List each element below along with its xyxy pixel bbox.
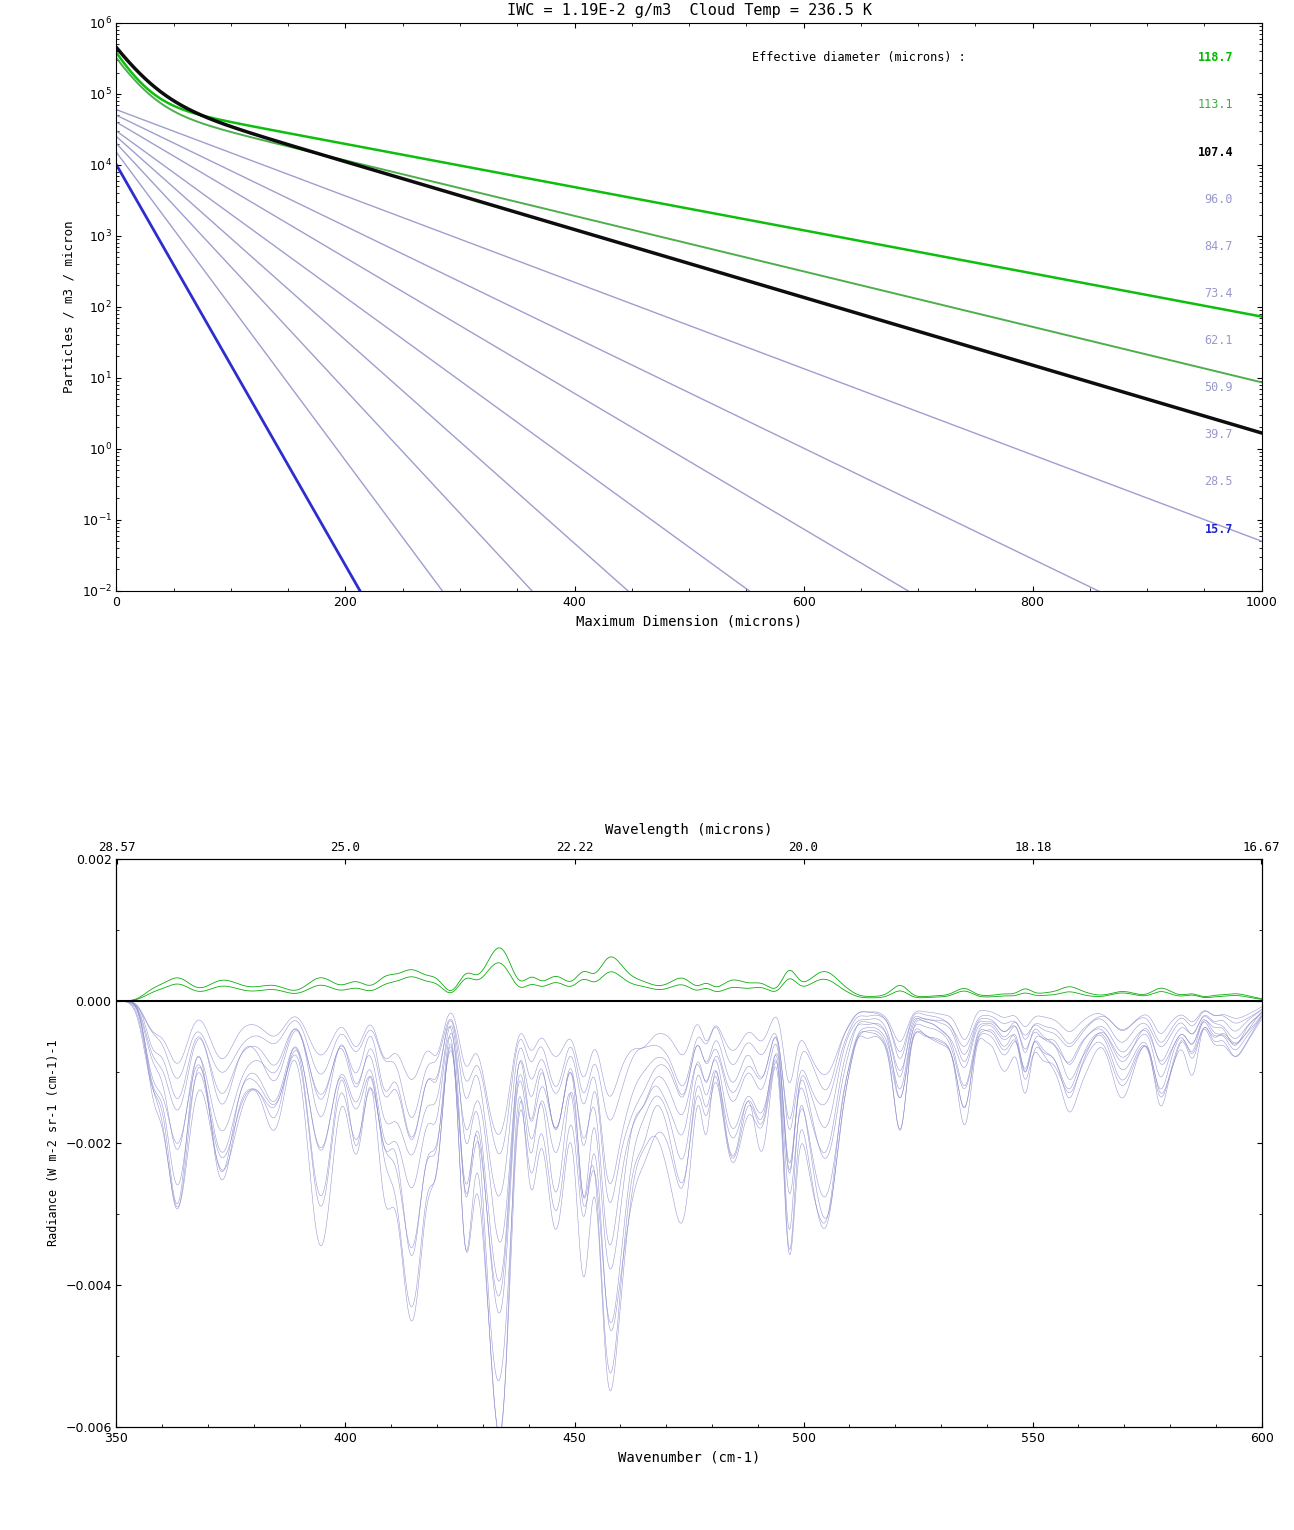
Text: 39.7: 39.7 (1205, 428, 1233, 441)
Text: Difference to the Far IR radiance when varying the small crystal ice water conte: Difference to the Far IR radiance when v… (133, 1464, 905, 1478)
Text: 84.7: 84.7 (1205, 240, 1233, 252)
Text: 15.7: 15.7 (1205, 523, 1233, 535)
Text: 113.1: 113.1 (1197, 98, 1233, 112)
Title: IWC = 1.19E-2 g/m3  Cloud Temp = 236.5 K: IWC = 1.19E-2 g/m3 Cloud Temp = 236.5 K (506, 3, 872, 18)
Y-axis label: Radiance (W m-2 sr-1 (cm-1)-1: Radiance (W m-2 sr-1 (cm-1)-1 (47, 1040, 60, 1247)
X-axis label: Wavenumber (cm-1): Wavenumber (cm-1) (617, 1450, 761, 1464)
Y-axis label: Particles / m3 / micron: Particles / m3 / micron (63, 220, 76, 393)
Text: 73.4: 73.4 (1205, 288, 1233, 300)
Text: 96.0: 96.0 (1205, 193, 1233, 205)
X-axis label: Wavelength (microns): Wavelength (microns) (606, 823, 773, 837)
Text: 28.5: 28.5 (1205, 476, 1233, 488)
Text: Effective diameter (microns) :: Effective diameter (microns) : (752, 52, 973, 64)
Text: 50.9: 50.9 (1205, 381, 1233, 395)
Text: 107.4: 107.4 (1197, 145, 1233, 159)
Text: Particle size distributions found for varying the IWC fraction accounted for by : Particle size distributions found for va… (133, 702, 1038, 737)
X-axis label: Maximum Dimension (microns): Maximum Dimension (microns) (576, 614, 802, 629)
Text: 62.1: 62.1 (1205, 334, 1233, 347)
Text: 118.7: 118.7 (1197, 52, 1233, 64)
